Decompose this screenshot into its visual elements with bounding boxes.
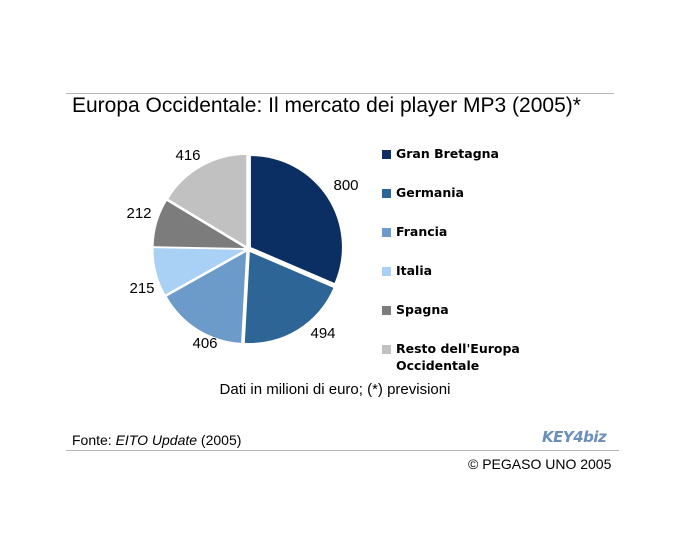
legend-swatch	[382, 345, 391, 354]
legend-item: Germania	[382, 184, 556, 201]
legend-label: Gran Bretagna	[396, 146, 499, 161]
legend-label: Germania	[396, 185, 464, 200]
copyright-text: © PEGASO UNO 2005	[468, 456, 612, 472]
legend-swatch	[382, 228, 391, 237]
slice-value-label: 494	[310, 325, 335, 342]
legend-swatch	[382, 267, 391, 276]
slice-value-label: 416	[175, 147, 200, 164]
legend-swatch	[382, 189, 391, 198]
legend-item: Italia	[382, 262, 556, 279]
chart-note: Dati in milioni di euro; (*) previsioni	[219, 381, 451, 398]
pie-slice	[168, 154, 247, 246]
legend-item: Gran Bretagna	[382, 145, 556, 162]
slice-value-label: 800	[333, 177, 358, 194]
legend-item: Spagna	[382, 301, 556, 318]
title-rule	[66, 93, 614, 94]
pie-slice	[244, 251, 334, 343]
pie-slice	[153, 201, 245, 249]
legend-label: Francia	[396, 224, 448, 239]
legend-label: Resto dell'Europa Occidentale	[396, 341, 520, 373]
slice-value-label: 406	[192, 335, 217, 352]
legend-swatch	[382, 150, 391, 159]
legend-swatch	[382, 306, 391, 315]
legend-label: Italia	[396, 263, 433, 278]
key4biz-logo: KEY4biz	[542, 428, 607, 446]
slice-value-label: 212	[126, 205, 151, 222]
chart-title: Europa Occidentale: Il mercato dei playe…	[72, 94, 581, 117]
legend-item: Resto dell'Europa Occidentale	[382, 340, 556, 374]
source-line: Fonte: EITO Update (2005)	[72, 432, 241, 448]
pie-slice	[250, 156, 342, 283]
footer-rule	[66, 450, 619, 451]
pie-slice	[166, 251, 247, 343]
pie-slice	[153, 248, 245, 295]
slice-value-label: 215	[129, 280, 154, 297]
source-suffix: (2005)	[197, 432, 242, 448]
legend-label: Spagna	[396, 302, 449, 317]
legend-item: Francia	[382, 223, 556, 240]
source-prefix: Fonte:	[72, 432, 116, 448]
source-title: EITO Update	[115, 432, 198, 448]
